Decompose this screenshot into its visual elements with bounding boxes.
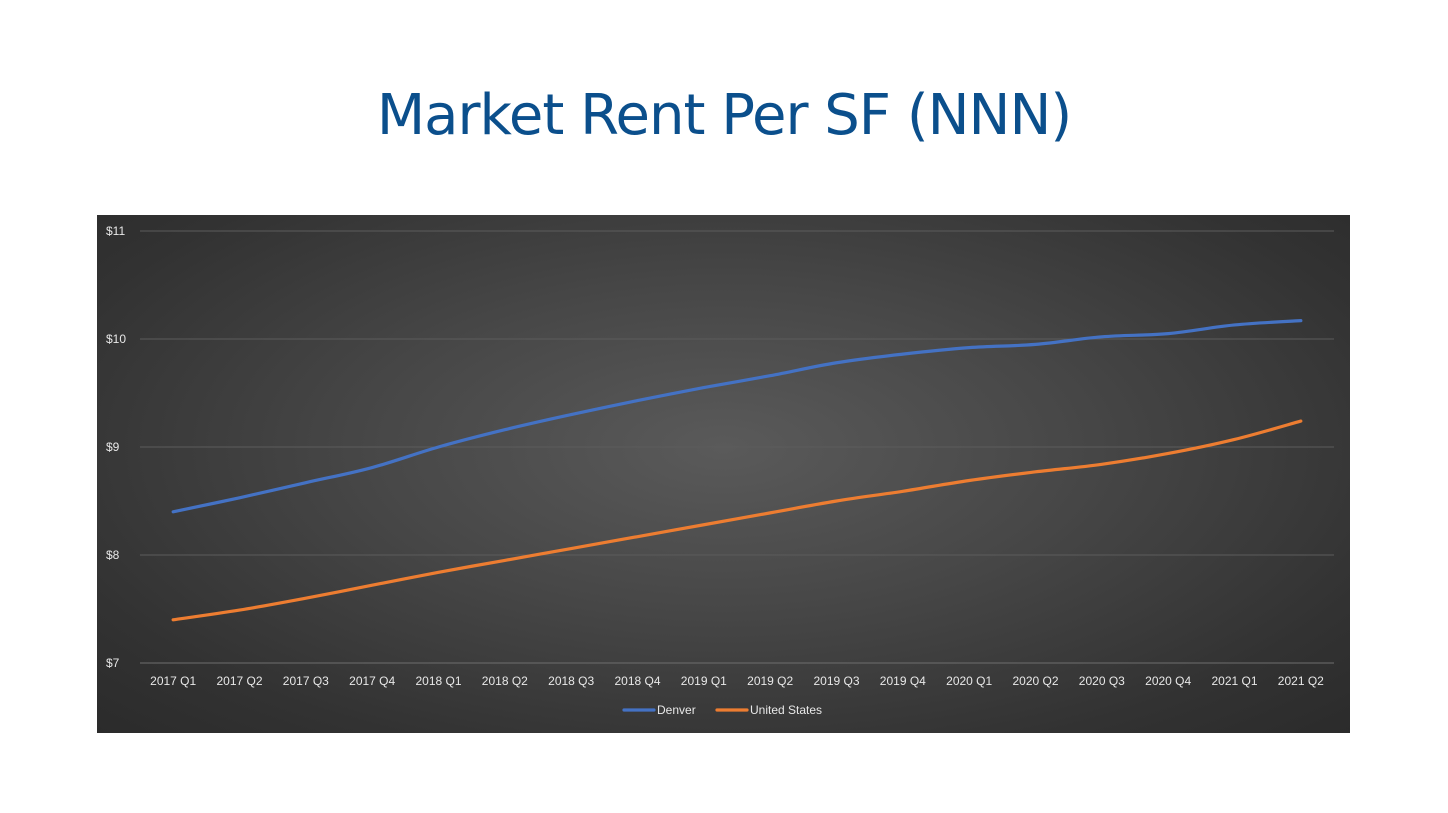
x-tick-label: 2018 Q3 xyxy=(548,674,594,688)
x-tick-label: 2019 Q1 xyxy=(681,674,727,688)
x-tick-label: 2020 Q2 xyxy=(1012,674,1058,688)
y-tick-label: $10 xyxy=(106,332,126,346)
x-tick-label: 2019 Q2 xyxy=(747,674,793,688)
y-tick-label: $11 xyxy=(106,224,125,238)
x-tick-label: 2020 Q4 xyxy=(1145,674,1191,688)
chart-area: $7 $8 $9 $10 $11 2017 Q1 2017 Q2 2017 Q3 2017 Q4… xyxy=(97,215,1350,733)
page-title: Market Rent Per SF (NNN) xyxy=(376,83,1072,148)
x-tick-label: 2018 Q4 xyxy=(614,674,660,688)
legend-label: Denver xyxy=(657,703,696,717)
series-line-denver xyxy=(171,319,1303,514)
x-tick-label: 2017 Q2 xyxy=(216,674,262,688)
x-tick-label: 2020 Q1 xyxy=(946,674,992,688)
x-tick-label: 2021 Q1 xyxy=(1211,674,1257,688)
x-tick-label: 2021 Q2 xyxy=(1278,674,1324,688)
x-tick-label: 2017 Q3 xyxy=(283,674,329,688)
y-tick-label: $9 xyxy=(106,440,120,454)
y-tick-label: $7 xyxy=(106,656,120,670)
x-tick-label: 2018 Q2 xyxy=(482,674,528,688)
x-tick-label: 2019 Q4 xyxy=(880,674,926,688)
x-tick-label: 2017 Q1 xyxy=(150,674,196,688)
x-tick-label: 2019 Q3 xyxy=(813,674,859,688)
legend-label: United States xyxy=(750,703,822,717)
x-tick-label: 2020 Q3 xyxy=(1079,674,1125,688)
x-tick-label: 2018 Q1 xyxy=(415,674,461,688)
series-line-united-states xyxy=(171,419,1303,622)
y-tick-label: $8 xyxy=(106,548,120,562)
line-chart: $7 $8 $9 $10 $11 2017 Q1 2017 Q2 2017 Q3 2017 Q4… xyxy=(106,224,1334,717)
x-tick-label: 2017 Q4 xyxy=(349,674,395,688)
